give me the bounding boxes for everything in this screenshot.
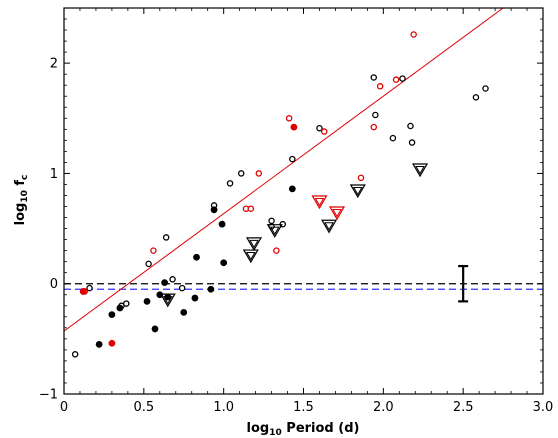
x-axis-ticks: 0 0.5 1.0 1.5 2.0 2.5 3.0 xyxy=(60,8,553,415)
data-point-1-4 xyxy=(151,325,159,333)
data-point-1-14 xyxy=(220,259,228,267)
data-point-1-13 xyxy=(218,220,226,228)
data-point-1-3 xyxy=(143,297,151,305)
reference-lines xyxy=(64,283,543,290)
data-points xyxy=(71,31,489,358)
data-point-2-12 xyxy=(410,31,417,38)
data-point-4-4 xyxy=(321,219,338,234)
data-point-0-10 xyxy=(237,170,245,177)
data-point-2-5 xyxy=(273,247,280,254)
data-point-4-1 xyxy=(242,249,259,264)
data-point-0-3 xyxy=(123,300,130,307)
data-point-1-15 xyxy=(288,185,296,193)
data-point-4-5 xyxy=(349,184,366,199)
data-point-0-11 xyxy=(268,217,275,225)
data-point-0-6 xyxy=(169,276,176,283)
data-point-1-0 xyxy=(95,340,103,348)
data-point-5-0 xyxy=(311,195,328,210)
y-axis-ticks: −1 0 1 2 xyxy=(39,7,543,403)
x-axis-title: log10 Period (d) xyxy=(247,421,360,438)
data-point-0-14 xyxy=(289,155,296,163)
x-tick-label-2: 1.0 xyxy=(213,400,234,415)
data-point-0-18 xyxy=(389,134,397,142)
data-point-1-10 xyxy=(191,294,199,302)
data-point-4-0 xyxy=(159,293,176,308)
data-point-5-1 xyxy=(328,206,346,221)
data-point-0-20 xyxy=(407,122,414,130)
data-point-2-4 xyxy=(255,170,263,177)
data-point-1-11 xyxy=(207,285,215,293)
x-tick-label-6: 3.0 xyxy=(533,400,554,415)
data-point-2-7 xyxy=(321,128,328,135)
data-point-3-1 xyxy=(108,339,116,347)
y-tick-label-2: 1 xyxy=(50,167,58,182)
data-point-2-6 xyxy=(285,115,293,122)
y-tick-label-0: −1 xyxy=(39,388,58,403)
x-tick-label-1: 0.5 xyxy=(133,400,154,415)
data-point-0-16 xyxy=(370,74,378,81)
fit-line-group xyxy=(64,8,504,332)
data-point-0-17 xyxy=(372,111,379,119)
data-point-1-9 xyxy=(193,253,200,261)
data-point-0-19 xyxy=(399,75,406,82)
data-point-1-2 xyxy=(116,304,124,312)
y-tick-label-3: 2 xyxy=(50,57,58,72)
data-point-0-15 xyxy=(316,124,323,132)
data-point-2-9 xyxy=(370,123,378,131)
x-tick-label-3: 1.5 xyxy=(293,400,314,415)
data-point-0-21 xyxy=(408,139,416,146)
data-point-0-7 xyxy=(178,284,186,292)
data-point-1-1 xyxy=(108,311,116,318)
data-point-1-12 xyxy=(210,206,218,214)
data-point-2-3 xyxy=(247,205,255,212)
fit-line xyxy=(64,8,504,332)
data-point-0-1 xyxy=(86,284,93,292)
data-point-0-4 xyxy=(145,260,152,268)
data-point-2-10 xyxy=(376,83,384,90)
data-point-2-11 xyxy=(392,76,400,83)
data-point-4-3 xyxy=(266,224,283,238)
data-point-1-8 xyxy=(180,308,188,316)
x-tick-label-5: 2.5 xyxy=(453,400,474,415)
data-point-0-23 xyxy=(482,85,489,92)
plot-frame xyxy=(63,7,544,395)
x-tick-label-0: 0 xyxy=(60,400,68,415)
data-point-4-6 xyxy=(412,163,429,178)
data-point-3-0 xyxy=(79,288,87,295)
y-axis-title: log10 fc xyxy=(13,175,30,226)
data-point-4-2 xyxy=(245,237,263,252)
data-point-0-22 xyxy=(472,94,480,101)
data-point-2-8 xyxy=(357,174,365,182)
y-tick-label-1: 0 xyxy=(50,277,58,292)
data-point-1-6 xyxy=(161,279,168,287)
x-tick-label-4: 2.0 xyxy=(373,400,394,415)
data-point-0-9 xyxy=(226,180,234,187)
data-point-2-1 xyxy=(150,247,157,254)
data-point-0-0 xyxy=(71,351,79,358)
data-point-0-5 xyxy=(162,234,170,241)
data-point-3-2 xyxy=(290,123,298,131)
error-bar-group xyxy=(458,264,469,303)
